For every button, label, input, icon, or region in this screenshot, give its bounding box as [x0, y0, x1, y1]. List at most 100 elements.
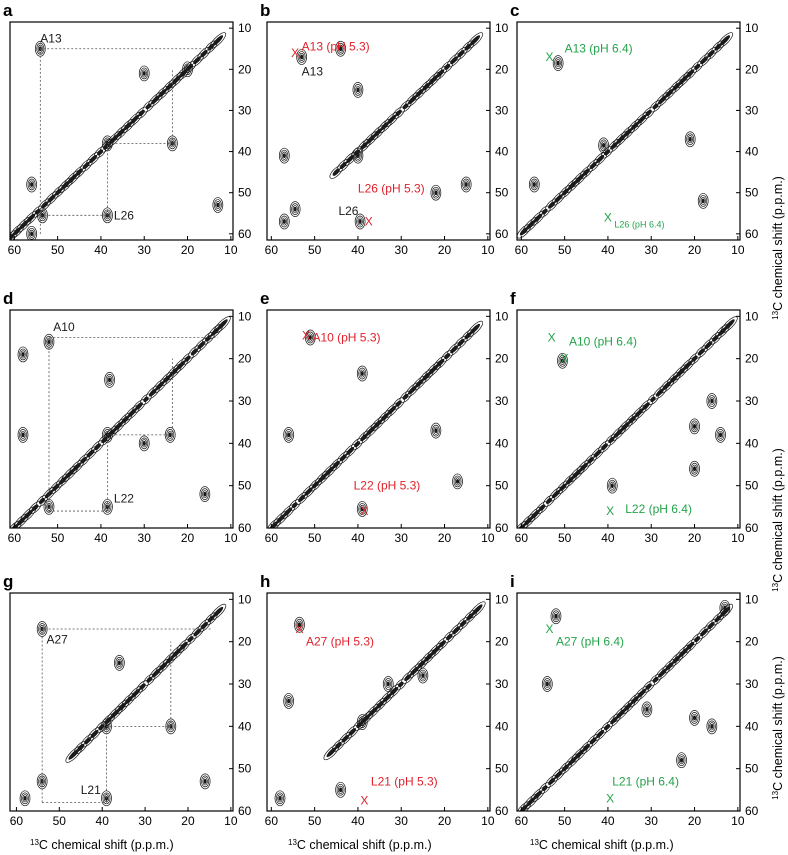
diagonal-contour-core	[97, 149, 104, 156]
cross-peak	[296, 49, 307, 65]
diagonal-contour-core	[589, 737, 597, 745]
x-tick-label: 30	[395, 243, 409, 257]
peak-label: L21 (pH 6.4)	[612, 774, 679, 788]
diagonal-contour-core	[143, 396, 149, 403]
diagonal-contour-core	[596, 154, 605, 164]
y-tick-label: 10	[745, 592, 759, 606]
plot-frame	[516, 21, 741, 241]
diagonal-contour-core	[561, 764, 570, 772]
x-tick-label: 60	[10, 814, 24, 828]
y-tick-label: 10	[745, 21, 759, 35]
y-tick-label: 50	[495, 186, 509, 200]
cross-peak	[697, 193, 709, 209]
x-tick-label: 30	[138, 814, 152, 828]
diagonal-contour-core	[84, 737, 92, 745]
diagonal-contour-core	[538, 504, 546, 511]
peak-marker-x: X	[360, 504, 368, 518]
x-tick-label: 40	[96, 814, 110, 828]
diagonal-contour-core	[601, 443, 608, 451]
cross-peak	[719, 599, 731, 616]
x-tick-label: 60	[265, 243, 279, 257]
plot-area-g: A27 L21	[19, 603, 227, 807]
y-tick-label: 40	[495, 719, 509, 733]
peak-marker-x: X	[604, 210, 612, 224]
x-tick-label: 60	[515, 531, 529, 545]
cross-peak	[552, 55, 564, 71]
y-tick-label: 10	[238, 309, 252, 323]
y-tick-label: 50	[495, 762, 509, 776]
y-tick-label: 50	[238, 479, 252, 493]
cross-peak	[689, 460, 700, 477]
diagonal-contour-core	[450, 56, 459, 65]
y-tick-label: 10	[745, 309, 759, 323]
cross-peak	[335, 781, 346, 798]
diagonal-contour-core	[707, 621, 715, 630]
cross-peak	[356, 714, 368, 730]
diagonal-contour-core	[637, 114, 647, 125]
panel-letter-b: b	[260, 1, 270, 20]
diagonal-contour-core	[130, 114, 140, 125]
y-tick-label: 30	[495, 103, 509, 117]
diagonal-contour-core	[662, 381, 672, 391]
diagonal-contour-core	[657, 95, 668, 105]
x-tick-label: 10	[224, 243, 238, 257]
x-tick-label: 50	[53, 814, 67, 828]
diagonal-contour-core	[171, 647, 183, 659]
diagonal-contour-core	[346, 446, 355, 456]
y-tick-label: 20	[495, 635, 509, 649]
diagonal-contour-core	[559, 483, 567, 492]
diagonal-contour-core	[407, 95, 418, 105]
assignment-connector	[107, 69, 173, 216]
peak-marker-x: X	[548, 331, 556, 345]
cross-peak	[199, 486, 211, 502]
peak-marker-x: X	[365, 214, 373, 228]
diagonal-contour-core	[613, 428, 624, 439]
diagonal-contour-core	[397, 681, 404, 688]
diagonal-contour-core	[596, 729, 605, 739]
cross-peak	[550, 608, 562, 625]
x-tick-label: 30	[645, 531, 659, 545]
x-tick-label: 50	[308, 814, 322, 828]
cross-peak	[274, 790, 286, 807]
y-tick-label: 10	[495, 309, 509, 323]
diagonal-contour-core	[339, 454, 347, 462]
plot-frame	[9, 21, 234, 241]
peak-marker-x: X	[360, 793, 368, 807]
diagonal-contour-core	[554, 770, 563, 779]
diagonal-contour-core	[464, 332, 472, 340]
panel-d: d A10 L22 60 50 40 30 20 10 10 20 30 40 50 60	[3, 289, 252, 545]
x-tick-label: 40	[351, 531, 365, 545]
diagonal-contour-core	[519, 227, 529, 236]
cross-peak	[17, 346, 29, 363]
diagonal-contour-core	[714, 615, 722, 623]
diagonal-contour-core	[130, 688, 141, 698]
assignment-connector	[39, 48, 214, 234]
diagonal-contour-core	[672, 655, 681, 664]
diagonal-contour-ring	[323, 744, 340, 761]
cross-peak	[382, 676, 394, 692]
y-tick-label: 10	[238, 21, 252, 35]
diagonal-contour-core	[275, 513, 286, 524]
x-tick-label: 30	[395, 531, 409, 545]
diagonal-contour-core	[567, 180, 578, 191]
panel-letter-e: e	[260, 289, 269, 308]
diagonal-contour-core	[719, 35, 731, 46]
x-tick-label: 40	[94, 531, 108, 545]
diagonal-contour-core	[717, 327, 727, 337]
x-tick-label: 20	[181, 531, 195, 545]
peak-marker-x: X	[545, 50, 553, 64]
diagonal-contour-core	[197, 341, 206, 350]
plot-frame	[266, 309, 491, 529]
assignment-connector	[48, 337, 218, 514]
y-tick-label: 40	[238, 436, 252, 450]
x-tick-label: 50	[558, 243, 572, 257]
diagonal-contour-core	[365, 133, 377, 145]
